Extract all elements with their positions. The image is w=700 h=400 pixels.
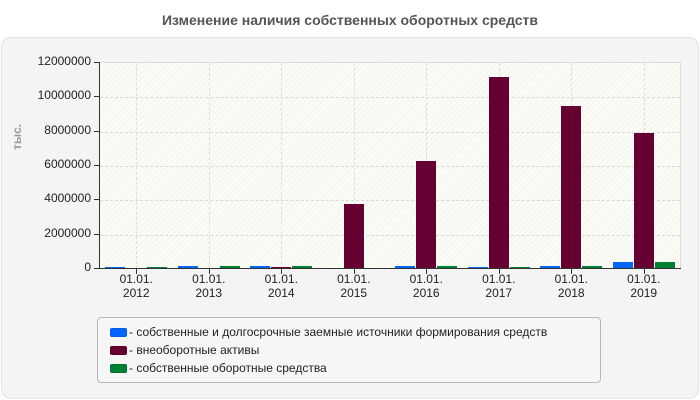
v-gridline — [281, 63, 283, 269]
x-tick-label: 01.01. 2014 — [246, 272, 316, 300]
x-tick-mark — [136, 269, 138, 274]
y-tick-mark — [94, 96, 99, 98]
x-tick-label-date: 01.01. — [337, 272, 371, 286]
x-tick-label-date: 01.01. — [554, 272, 588, 286]
x-tick-label-date: 01.01. — [264, 272, 298, 286]
x-tick-label-date: 01.01. — [409, 272, 443, 286]
x-tick-mark — [643, 269, 645, 274]
bar-series-0[interactable] — [540, 265, 561, 269]
bar-series-0[interactable] — [395, 265, 416, 269]
h-gridline — [100, 131, 680, 133]
x-tick-mark — [571, 269, 573, 274]
x-tick-label-year: 2014 — [267, 286, 295, 300]
bar-series-1[interactable] — [343, 203, 364, 269]
y-tick-label: 2000000 — [44, 225, 91, 240]
y-tick-mark — [94, 233, 99, 235]
y-tick-mark — [94, 130, 99, 132]
v-gridline — [136, 63, 138, 269]
x-tick-mark — [426, 269, 428, 274]
bar-series-1[interactable] — [488, 76, 509, 269]
x-tick-label: 01.01. 2017 — [464, 272, 534, 300]
x-tick-label-year: 2013 — [195, 286, 223, 300]
legend-swatch-maroon-icon — [110, 345, 127, 355]
v-gridline — [353, 63, 355, 269]
y-tick-mark — [94, 62, 99, 63]
legend-label: - собственные оборотные средства — [129, 361, 327, 375]
x-tick-label: 01.01. 2018 — [536, 272, 606, 300]
y-tick-label: 4000000 — [44, 191, 91, 206]
x-tick-label-year: 2019 — [630, 286, 658, 300]
y-tick-label: 6000000 — [44, 157, 91, 171]
bar-series-2[interactable] — [437, 265, 458, 269]
bar-series-2[interactable] — [509, 266, 530, 269]
h-gridline — [100, 234, 680, 236]
x-tick-mark — [498, 269, 500, 274]
bar-series-2[interactable] — [582, 265, 603, 269]
x-tick-label-date: 01.01. — [119, 272, 153, 286]
h-gridline — [100, 200, 680, 202]
x-tick-label: 01.01. 2012 — [101, 272, 171, 300]
bar-series-0[interactable] — [250, 265, 271, 269]
x-tick-mark — [208, 269, 210, 274]
y-tick-label: 12000000 — [37, 54, 91, 68]
bar-series-1[interactable] — [633, 132, 654, 269]
legend-swatch-green-icon — [110, 363, 127, 373]
bar-series-0[interactable] — [105, 266, 126, 269]
x-tick-label-date: 01.01. — [482, 272, 516, 286]
legend-item-sources: - собственные и долгосрочные заемные ист… — [110, 324, 547, 340]
bar-series-0[interactable] — [612, 261, 633, 269]
x-tick-label-date: 01.01. — [192, 272, 226, 286]
x-tick-label: 01.01. 2016 — [391, 272, 461, 300]
x-tick-label-date: 01.01. — [627, 272, 661, 286]
x-tick-label: 01.01. 2019 — [609, 272, 679, 300]
y-tick-label: 8000000 — [44, 122, 91, 137]
x-tick-label-year: 2017 — [485, 286, 513, 300]
bar-series-0[interactable] — [467, 266, 488, 269]
x-tick-label-year: 2015 — [340, 286, 368, 300]
legend-label: - внеоборотные активы — [129, 343, 260, 357]
legend: - собственные и долгосрочные заемные ист… — [97, 317, 601, 383]
bar-series-2[interactable] — [292, 265, 313, 269]
x-tick-mark — [281, 269, 283, 274]
x-tick-label-year: 2016 — [412, 286, 440, 300]
x-axis-line — [99, 268, 681, 269]
bar-series-2[interactable] — [147, 266, 168, 269]
y-tick-mark — [94, 165, 99, 166]
y-axis-line — [99, 62, 100, 269]
bar-series-2[interactable] — [654, 261, 675, 269]
bar-series-1[interactable] — [271, 266, 292, 269]
y-tick-mark — [94, 268, 99, 269]
h-gridline — [100, 97, 680, 99]
legend-label: - собственные и долгосрочные заемные ист… — [129, 325, 548, 339]
x-tick-mark — [353, 269, 355, 274]
plot-area — [100, 62, 681, 269]
v-gridline — [208, 63, 210, 269]
x-tick-label-year: 2018 — [557, 286, 585, 300]
x-tick-label: 01.01. 2015 — [319, 272, 389, 300]
bar-series-1[interactable] — [561, 105, 582, 269]
legend-item-working-capital: - собственные оборотные средства — [110, 360, 327, 376]
x-tick-label-year: 2012 — [122, 286, 150, 300]
y-tick-mark — [94, 199, 99, 201]
chart-title: Изменение наличия собственных оборотных … — [161, 12, 539, 28]
x-tick-label: 01.01. 2013 — [174, 272, 244, 300]
y-tick-label: 10000000 — [37, 88, 91, 103]
legend-item-noncurrent-assets: - внеоборотные активы — [110, 342, 259, 358]
bar-series-0[interactable] — [177, 265, 198, 269]
h-gridline — [100, 166, 680, 167]
y-tick-label: 0 — [84, 260, 91, 274]
bar-series-2[interactable] — [219, 265, 240, 269]
legend-swatch-blue-icon — [110, 327, 127, 337]
bar-series-1[interactable] — [416, 160, 437, 269]
